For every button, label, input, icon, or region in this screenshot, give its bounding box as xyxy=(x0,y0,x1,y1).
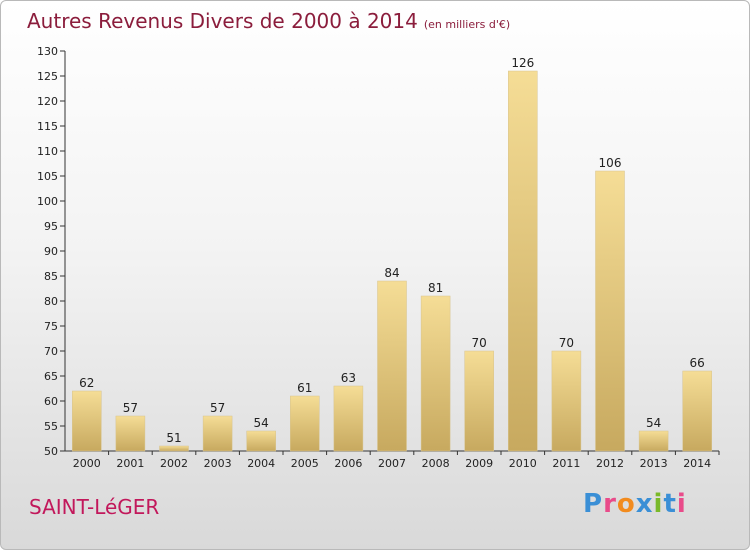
bar-2004 xyxy=(246,430,276,452)
data-label-2003: 57 xyxy=(210,401,225,415)
bar-2013 xyxy=(638,430,669,452)
data-label-2005: 61 xyxy=(297,381,312,395)
logo-letter: P xyxy=(583,489,604,519)
data-labels: 62 57 51 57 54 61 63 84 81 70 126 70 106 54 66 xyxy=(79,56,705,445)
y-tick-label: 100 xyxy=(37,195,58,208)
bar-2005 xyxy=(290,395,320,452)
logo-letter: x xyxy=(635,489,654,519)
logo-letter: i xyxy=(653,489,664,519)
x-tick-label: 2013 xyxy=(640,457,668,470)
bar-2007 xyxy=(377,280,407,452)
y-tick-label: 70 xyxy=(44,345,58,358)
y-tick-label: 105 xyxy=(37,170,58,183)
x-tick-label: 2006 xyxy=(334,457,362,470)
x-tick-label: 2008 xyxy=(422,457,450,470)
logo-letter: i xyxy=(676,489,687,519)
data-label-2013: 54 xyxy=(646,416,661,430)
data-label-2012: 106 xyxy=(599,156,622,170)
x-tick-label: 2002 xyxy=(160,457,188,470)
data-label-2009: 70 xyxy=(472,336,487,350)
x-tick-label: 2001 xyxy=(116,457,144,470)
chart-title-text: Autres Revenus Divers de 2000 à 2014 xyxy=(27,9,418,33)
y-tick-label: 50 xyxy=(44,445,58,458)
x-tick-label: 2011 xyxy=(552,457,580,470)
data-label-2011: 70 xyxy=(559,336,574,350)
chart-title: Autres Revenus Divers de 2000 à 2014 (en … xyxy=(27,9,510,33)
bar-2012 xyxy=(595,170,625,452)
logo-letter: r xyxy=(603,489,617,519)
x-axis: 2000 2001 2002 2003 2004 2005 2006 2007 2008 2009… xyxy=(65,450,720,470)
y-tick-label: 110 xyxy=(37,145,58,158)
x-tick-label: 2000 xyxy=(73,457,101,470)
x-tick-label: 2004 xyxy=(247,457,275,470)
chart-subtitle: (en milliers d'€) xyxy=(423,18,511,31)
y-tick-label: 75 xyxy=(44,320,58,333)
bar-2014 xyxy=(682,370,712,452)
data-label-2000: 62 xyxy=(79,376,94,390)
data-label-2007: 84 xyxy=(384,266,399,280)
bars xyxy=(72,70,712,452)
x-tick-label: 2010 xyxy=(509,457,537,470)
logo-letter: o xyxy=(616,489,636,519)
logo-letter: t xyxy=(663,489,677,519)
x-tick-label: 2007 xyxy=(378,457,406,470)
x-tick-label: 2014 xyxy=(683,457,711,470)
bar-2009 xyxy=(464,350,494,452)
x-tick-label: 2012 xyxy=(596,457,624,470)
bar-2011 xyxy=(551,350,582,452)
data-label-2014: 66 xyxy=(690,356,705,370)
y-tick-label: 85 xyxy=(44,270,58,283)
y-tick-label: 55 xyxy=(44,420,58,433)
data-label-2010: 126 xyxy=(511,56,534,70)
bar-2010 xyxy=(508,70,538,452)
commune-name: SAINT-LéGER xyxy=(29,495,160,519)
y-tick-label: 60 xyxy=(44,395,58,408)
data-label-2001: 57 xyxy=(123,401,138,415)
proxiti-logo: Proxiti xyxy=(583,489,687,519)
y-tick-label: 120 xyxy=(37,95,58,108)
y-tick-label: 125 xyxy=(37,70,58,83)
x-tick-label: 2009 xyxy=(465,457,493,470)
y-axis: 50 55 60 65 70 75 80 85 90 95 100 105 110 115 120 125 13… xyxy=(37,45,66,458)
bar-2006 xyxy=(333,385,364,452)
y-tick-label: 65 xyxy=(44,370,58,383)
y-tick-label: 95 xyxy=(44,220,58,233)
data-label-2008: 81 xyxy=(428,281,443,295)
y-tick-label: 80 xyxy=(44,295,58,308)
bar-2000 xyxy=(72,390,102,452)
y-tick-label: 90 xyxy=(44,245,58,258)
bar-2002 xyxy=(159,445,189,452)
y-tick-label: 130 xyxy=(37,45,58,58)
data-label-2006: 63 xyxy=(341,371,356,385)
x-tick-label: 2003 xyxy=(204,457,232,470)
data-label-2004: 54 xyxy=(254,416,269,430)
bar-2001 xyxy=(115,415,146,452)
x-tick-label: 2005 xyxy=(291,457,319,470)
bar-2008 xyxy=(420,295,451,452)
bar-2003 xyxy=(202,415,233,452)
y-tick-label: 115 xyxy=(37,120,58,133)
data-label-2002: 51 xyxy=(166,431,181,445)
